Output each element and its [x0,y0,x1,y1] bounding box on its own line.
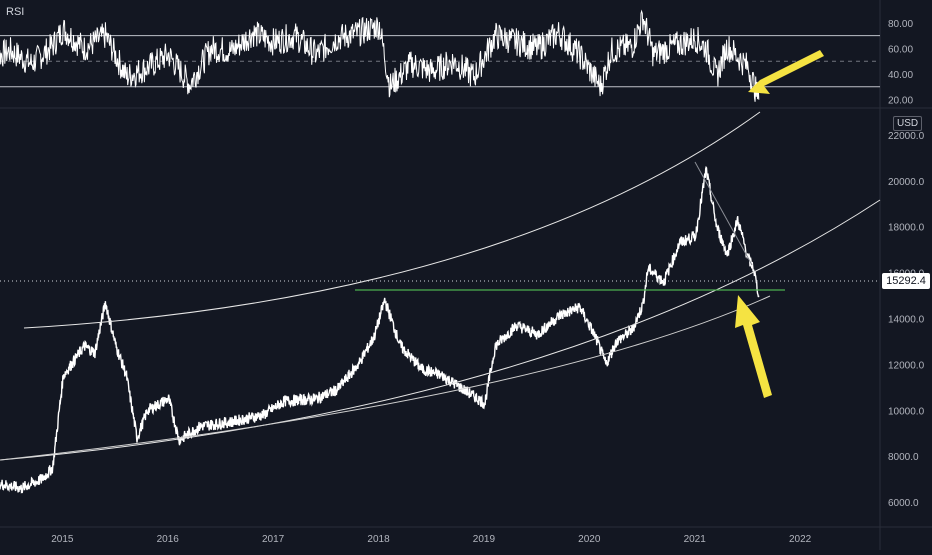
rsi-tick-label: 60.00 [888,44,913,55]
arrow-rsi [748,50,824,94]
lower-trend-curve-1 [0,199,881,461]
price-tick-label: 12000.0 [888,360,925,371]
time-tick-label: 2017 [262,534,285,545]
price-tick-label: 6000.0 [888,498,919,509]
time-tick-label: 2022 [789,534,812,545]
time-tick-label: 2019 [473,534,496,545]
time-tick-label: 2020 [578,534,601,545]
rsi-tick-label: 20.00 [888,96,913,107]
price-series-line [0,165,760,494]
time-axis: 2015 2016 2017 2018 2019 2020 2021 2022 [0,526,932,545]
price-tick-label: 8000.0 [888,452,919,463]
price-tick-label: 14000.0 [888,315,925,326]
price-tick-label: 10000.0 [888,406,925,417]
arrow-price [735,295,772,398]
rsi-tick-label: 80.00 [888,19,913,30]
time-tick-label: 2018 [367,534,390,545]
upper-trend-curve [23,111,761,329]
currency-badge[interactable]: USD [893,116,923,131]
rsi-tick-label: 40.00 [888,70,913,81]
rsi-series-line [0,9,760,102]
time-tick-label: 2015 [51,534,74,545]
price-tick-label: 18000.0 [888,223,925,234]
last-price-tag: 15292.4 [882,273,930,289]
price-tick-label: 22000.0 [888,131,925,142]
trend-segment [694,161,753,266]
rsi-indicator-label[interactable]: RSI [6,6,25,18]
lower-trend-curve-2 [0,295,771,461]
time-tick-label: 2016 [157,534,180,545]
price-pane: 22000.020000.018000.016000.014000.012000… [0,111,925,509]
price-tick-label: 20000.0 [888,177,925,188]
time-tick-label: 2021 [684,534,707,545]
